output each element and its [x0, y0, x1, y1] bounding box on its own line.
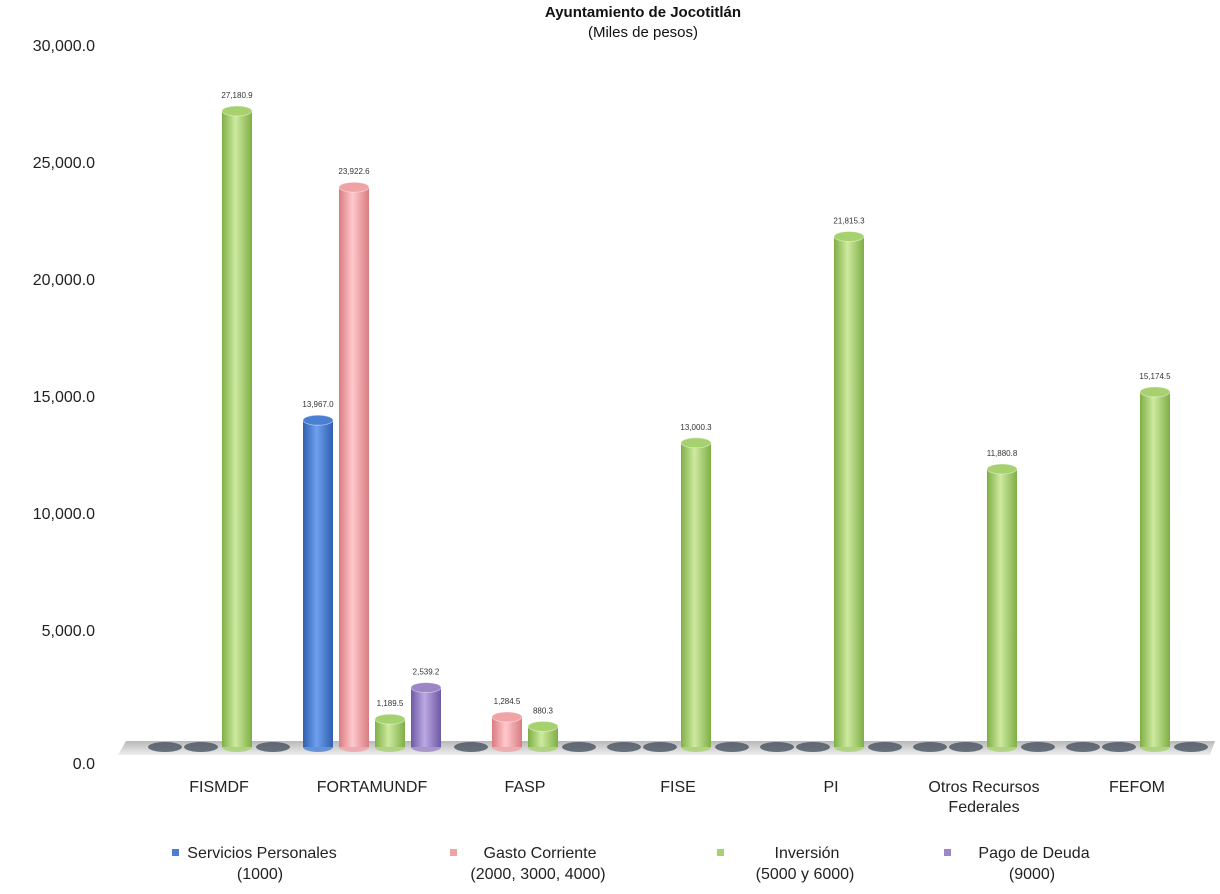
plot-area: 27,180.9 13,967.0 23,922.6 1,189.5 2,539.2 1,…	[148, 91, 1208, 752]
bar	[527, 721, 559, 752]
data-label: 23,922.6	[338, 167, 370, 176]
data-label: 21,815.3	[833, 217, 865, 226]
chart-subtitle: (Miles de pesos)	[588, 24, 698, 41]
data-label: 1,189.5	[377, 699, 404, 708]
y-tick-label: 20,000.0	[33, 272, 95, 289]
bar	[1139, 386, 1171, 752]
bar-zero-marker	[562, 742, 596, 752]
bar-zero-marker	[1021, 742, 1055, 752]
bar	[338, 181, 370, 752]
x-tick-label: PI	[823, 779, 838, 796]
bar-zero-marker	[256, 742, 290, 752]
bar	[302, 414, 334, 752]
y-tick-label: 5,000.0	[42, 623, 95, 640]
bar-zero-marker	[913, 742, 947, 752]
x-tick-label: Otros Recursos	[928, 779, 1039, 796]
legend: Servicios Personales (1000) Gasto Corrient…	[172, 845, 1090, 883]
bar-zero-marker	[1174, 742, 1208, 752]
legend-swatch	[450, 849, 457, 856]
y-tick-label: 25,000.0	[33, 155, 95, 172]
x-tick-label: FISMDF	[189, 779, 249, 796]
legend-label: Gasto Corriente	[484, 845, 597, 862]
chart-title: Ayuntamiento de Jocotitlán	[545, 4, 741, 21]
legend-label: Pago de Deuda	[978, 845, 1089, 862]
bar-zero-marker	[148, 742, 182, 752]
x-tick-label: FISE	[660, 779, 696, 796]
bar-zero-marker	[760, 742, 794, 752]
bar	[491, 711, 523, 752]
data-label: 13,000.3	[680, 423, 712, 432]
bar-zero-marker	[715, 742, 749, 752]
data-label: 2,539.2	[413, 668, 440, 677]
data-label: 27,180.9	[221, 91, 253, 100]
legend-label: Inversión	[775, 845, 840, 862]
bar-zero-marker	[868, 742, 902, 752]
bar	[374, 713, 406, 752]
x-axis: FISMDF FORTAMUNDF FASP FISE PI Otros Recursos…	[189, 779, 1165, 816]
bar	[986, 463, 1018, 752]
legend-label: Servicios Personales	[187, 845, 336, 862]
y-tick-label: 15,000.0	[33, 389, 95, 406]
bar-zero-marker	[1102, 742, 1136, 752]
bar-zero-marker	[643, 742, 677, 752]
x-tick-label: FEFOM	[1109, 779, 1165, 796]
legend-item: Pago de Deuda (9000)	[944, 845, 1090, 883]
bar-zero-marker	[607, 742, 641, 752]
y-tick-label: 10,000.0	[33, 506, 95, 523]
x-tick-label: FORTAMUNDF	[317, 779, 428, 796]
data-label: 11,880.8	[987, 449, 1018, 458]
bar-zero-marker	[1066, 742, 1100, 752]
legend-label: (1000)	[237, 866, 283, 883]
bar-zero-marker	[454, 742, 488, 752]
data-label: 1,284.5	[494, 697, 521, 706]
legend-swatch	[717, 849, 724, 856]
x-tick-label: Federales	[948, 799, 1019, 816]
bar-zero-marker	[184, 742, 218, 752]
data-label: 13,967.0	[302, 400, 334, 409]
legend-label: (5000 y 6000)	[756, 866, 855, 883]
bar-zero-marker	[796, 742, 830, 752]
x-tick-label: FASP	[505, 779, 546, 796]
bar	[680, 437, 712, 752]
legend-swatch	[944, 849, 951, 856]
legend-item: Servicios Personales (1000)	[172, 845, 337, 883]
legend-label: (9000)	[1009, 866, 1055, 883]
bar	[833, 231, 865, 752]
legend-item: Inversión (5000 y 6000)	[717, 845, 854, 883]
bar-zero-marker	[949, 742, 983, 752]
y-tick-label: 0.0	[73, 756, 95, 773]
data-label: 880.3	[533, 706, 554, 715]
data-label: 15,174.5	[1139, 372, 1171, 381]
bar	[221, 105, 253, 752]
bar	[410, 682, 442, 752]
legend-swatch	[172, 849, 179, 856]
legend-item: Gasto Corriente (2000, 3000, 4000)	[450, 845, 606, 883]
y-tick-label: 30,000.0	[33, 38, 95, 55]
y-axis: 0.0 5,000.0 10,000.0 15,000.0 20,000.0 25,000…	[33, 38, 95, 773]
legend-label: (2000, 3000, 4000)	[470, 866, 605, 883]
